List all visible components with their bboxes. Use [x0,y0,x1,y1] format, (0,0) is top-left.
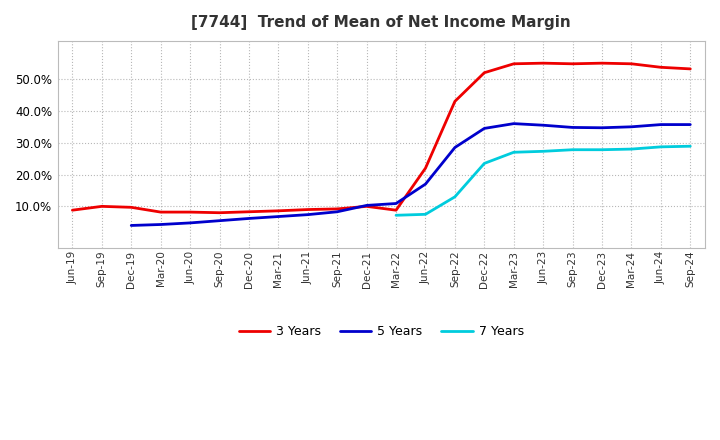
3 Years [421,165,430,171]
7 Years [627,147,636,152]
3 Years [127,205,135,210]
7 Years [510,150,518,155]
Line: 5 Years: 5 Years [131,124,690,225]
5 Years [245,216,253,221]
5 Years [539,123,547,128]
Line: 7 Years: 7 Years [396,146,690,215]
3 Years [303,207,312,212]
5 Years [451,145,459,150]
3 Years [245,209,253,214]
7 Years [392,213,400,218]
5 Years [392,201,400,206]
3 Years [362,204,371,209]
3 Years [598,61,606,66]
3 Years [510,61,518,66]
3 Years [274,208,283,213]
5 Years [274,214,283,219]
5 Years [598,125,606,130]
3 Years [156,209,165,215]
5 Years [510,121,518,126]
7 Years [480,161,489,166]
5 Years [686,122,695,127]
5 Years [568,125,577,130]
5 Years [627,124,636,129]
3 Years [657,65,665,70]
3 Years [392,208,400,213]
5 Years [215,218,224,224]
5 Years [480,126,489,131]
3 Years [568,61,577,66]
5 Years [362,203,371,208]
5 Years [156,222,165,227]
3 Years [333,206,341,212]
7 Years [598,147,606,152]
7 Years [539,149,547,154]
3 Years [451,99,459,104]
5 Years [303,212,312,217]
3 Years [215,210,224,215]
5 Years [657,122,665,127]
5 Years [421,181,430,187]
7 Years [451,194,459,199]
3 Years [68,208,77,213]
7 Years [686,143,695,149]
5 Years [127,223,135,228]
3 Years [686,66,695,72]
3 Years [627,61,636,66]
Line: 3 Years: 3 Years [73,63,690,213]
3 Years [539,61,547,66]
5 Years [186,220,194,226]
3 Years [480,70,489,75]
Title: [7744]  Trend of Mean of Net Income Margin: [7744] Trend of Mean of Net Income Margi… [192,15,571,30]
3 Years [186,209,194,215]
3 Years [97,204,106,209]
5 Years [333,209,341,214]
7 Years [657,144,665,150]
Legend: 3 Years, 5 Years, 7 Years: 3 Years, 5 Years, 7 Years [234,320,529,343]
7 Years [568,147,577,152]
7 Years [421,212,430,217]
